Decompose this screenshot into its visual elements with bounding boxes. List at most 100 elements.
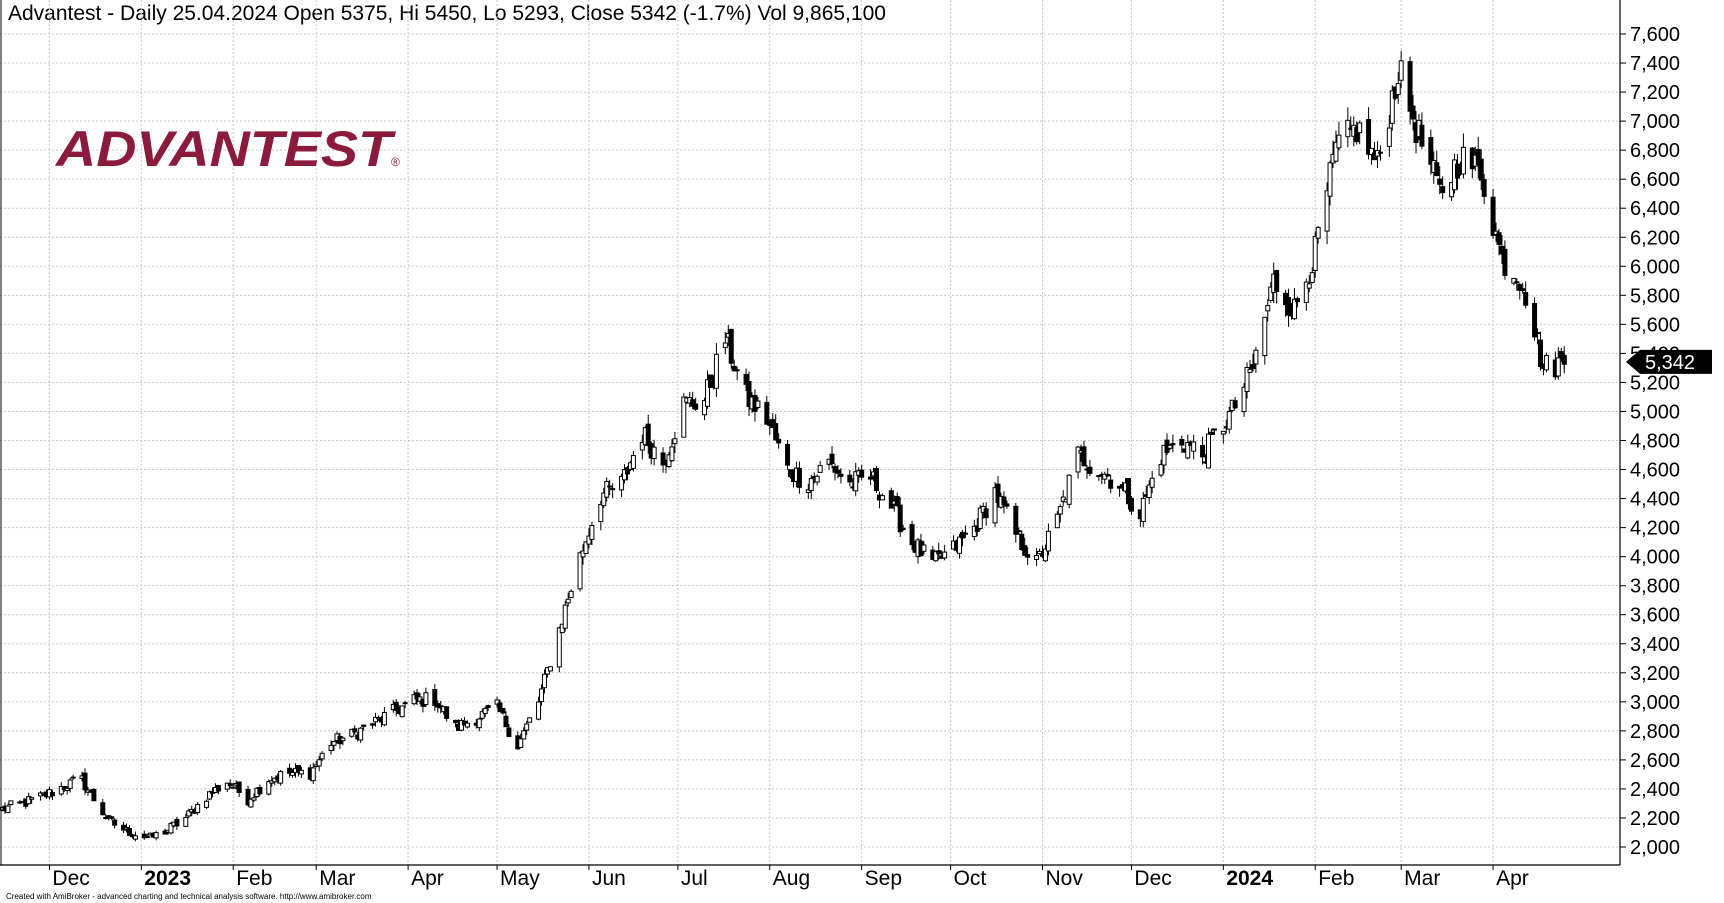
candle-body <box>702 400 708 416</box>
y-tick-label: 3,400 <box>1630 634 1680 656</box>
candle-body <box>639 441 645 451</box>
candle-body <box>690 399 696 407</box>
x-tick-label: Apr <box>411 867 444 890</box>
candle-body <box>1096 475 1102 478</box>
candle-body <box>227 783 233 786</box>
candle-body <box>1496 232 1502 245</box>
candle-body <box>1161 444 1167 466</box>
y-tick-label: 7,200 <box>1630 82 1680 104</box>
candle-body <box>607 485 613 488</box>
candle-body <box>1247 368 1253 373</box>
candle-body <box>900 527 906 530</box>
y-tick-label: 6,400 <box>1630 198 1680 220</box>
candle-body <box>1366 119 1372 155</box>
candle-body <box>1419 124 1425 147</box>
y-tick-label: 3,600 <box>1630 605 1680 627</box>
candle-body <box>1410 105 1416 120</box>
candle-body <box>174 818 180 827</box>
candle-body <box>651 446 657 460</box>
y-tick-label: 4,600 <box>1630 460 1680 482</box>
candle-body <box>1454 163 1460 179</box>
candle-body <box>503 715 509 728</box>
candle-body <box>1303 281 1309 304</box>
candle-body <box>536 701 542 720</box>
candle-body <box>82 772 88 791</box>
candle-body <box>204 800 210 808</box>
candle-body <box>29 797 35 800</box>
candle-body <box>731 365 737 372</box>
candle-body <box>556 627 562 668</box>
candle-body <box>49 792 55 797</box>
last-close-label: 5,342 <box>1645 352 1695 374</box>
y-tick-label: 2,600 <box>1630 750 1680 772</box>
candle-body <box>1244 367 1250 393</box>
candle-body <box>1460 146 1466 175</box>
candle-body <box>1057 506 1063 515</box>
candle-body <box>1286 297 1292 316</box>
candle-body <box>909 524 915 546</box>
candle-body <box>444 706 450 719</box>
y-tick-label: 3,800 <box>1630 576 1680 598</box>
candle-body <box>224 782 230 790</box>
candle-body <box>524 723 530 731</box>
candle-body <box>1075 446 1081 473</box>
registered-mark: ® <box>391 155 400 169</box>
candle-body <box>728 328 734 364</box>
candle-body <box>619 475 625 491</box>
candle-body <box>183 817 189 827</box>
candle-body <box>1241 386 1247 413</box>
candle-body <box>1481 179 1487 197</box>
candle-body <box>1543 354 1549 371</box>
candle-body <box>1386 127 1392 147</box>
candle-body <box>1478 158 1484 181</box>
candle-body <box>1128 497 1134 512</box>
candle-body <box>310 767 316 782</box>
candle-body <box>58 785 64 795</box>
candle-body <box>983 508 989 519</box>
candle-body <box>562 604 568 629</box>
advantest-logo: ADVANTEST ® <box>54 121 400 177</box>
x-tick-label: Jul <box>681 867 708 890</box>
candle-body <box>705 379 711 407</box>
x-tick-label: Dec <box>1134 867 1171 890</box>
y-tick-label: 3,200 <box>1630 663 1680 685</box>
candle-body <box>497 702 503 713</box>
x-tick-label: May <box>500 867 540 890</box>
candle-body <box>814 475 820 483</box>
x-tick-label: Oct <box>954 867 987 890</box>
candle-body <box>992 487 998 524</box>
candle-body <box>423 692 429 706</box>
candle-body <box>838 473 844 477</box>
candle-body <box>1149 477 1155 488</box>
candle-body <box>624 467 630 475</box>
candle-body <box>186 810 192 817</box>
candle-body <box>1019 533 1025 551</box>
candle-body <box>681 396 687 438</box>
candle-body <box>1081 446 1087 467</box>
candle-body <box>832 466 838 473</box>
candle-body <box>64 787 70 792</box>
candle-body <box>521 730 527 740</box>
candle-body <box>1108 479 1114 489</box>
candle-body <box>829 453 835 465</box>
candle-body <box>1037 550 1043 555</box>
candle-body <box>215 785 221 792</box>
candle-body <box>1087 466 1093 474</box>
candle-body <box>1274 270 1280 292</box>
candle-body <box>1054 513 1060 529</box>
candle-body <box>414 692 420 700</box>
candle-body <box>713 353 719 389</box>
candle-body <box>370 723 376 726</box>
candle-body <box>995 483 1001 503</box>
last-close-badge <box>1626 349 1712 374</box>
candle-body <box>349 728 355 737</box>
candle-body <box>1514 281 1520 284</box>
candle-body <box>1369 147 1375 155</box>
candle-body <box>1395 83 1401 95</box>
candle-body <box>764 401 770 425</box>
candle-body <box>734 369 740 372</box>
x-tick-label: Aug <box>773 867 810 890</box>
candle-body <box>399 705 405 718</box>
candle-body <box>598 503 604 523</box>
candle-body <box>479 711 485 719</box>
